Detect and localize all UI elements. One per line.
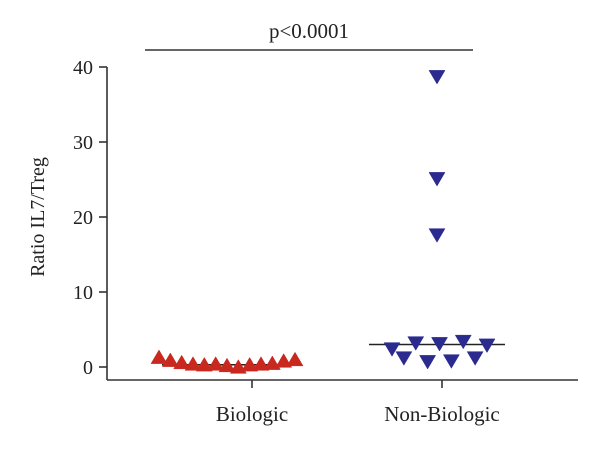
biologic-point	[173, 354, 191, 370]
biologic-point	[161, 352, 179, 367]
biologic-point	[241, 357, 259, 372]
x-category-label: Biologic	[216, 402, 288, 426]
y-axis-label: Ratio IL7/Treg	[27, 157, 49, 277]
non-biologic-point	[478, 338, 496, 353]
y-tick-label: 40	[73, 57, 93, 79]
significance-annotation: p<0.0001	[145, 19, 473, 51]
non-biologic-point	[466, 351, 484, 366]
non-biologic-point	[419, 355, 437, 370]
non-biologic-point	[428, 228, 446, 243]
axes: 0 10 20 30 40 Biologic Non-Biologic	[73, 57, 578, 426]
biologic-point	[195, 357, 213, 372]
biologic-point	[275, 353, 293, 368]
non-biologic-point	[407, 336, 425, 351]
non-biologic-point	[428, 172, 446, 187]
non-biologic-point	[383, 342, 401, 357]
y-tick-label: 20	[73, 207, 93, 229]
p-value-label: p<0.0001	[269, 19, 349, 43]
x-category-label: Non-Biologic	[384, 402, 500, 426]
biologic-point	[286, 351, 304, 367]
x-ticks: Biologic Non-Biologic	[216, 380, 500, 426]
biologic-point	[218, 357, 236, 373]
non-biologic-point	[454, 334, 472, 350]
y-ticks: 0 10 20 30 40	[73, 57, 107, 379]
y-tick-label: 10	[73, 282, 93, 304]
data-points	[150, 70, 496, 374]
non-biologic-point	[442, 354, 460, 369]
biologic-point	[252, 356, 270, 371]
y-tick-label: 0	[83, 357, 93, 379]
y-tick-label: 30	[73, 132, 93, 154]
non-biologic-point	[431, 337, 448, 352]
non-biologic-point	[395, 351, 413, 366]
biologic-point	[207, 356, 225, 371]
non-biologic-point	[428, 70, 446, 85]
biologic-point	[184, 356, 202, 371]
biologic-point	[150, 349, 168, 364]
